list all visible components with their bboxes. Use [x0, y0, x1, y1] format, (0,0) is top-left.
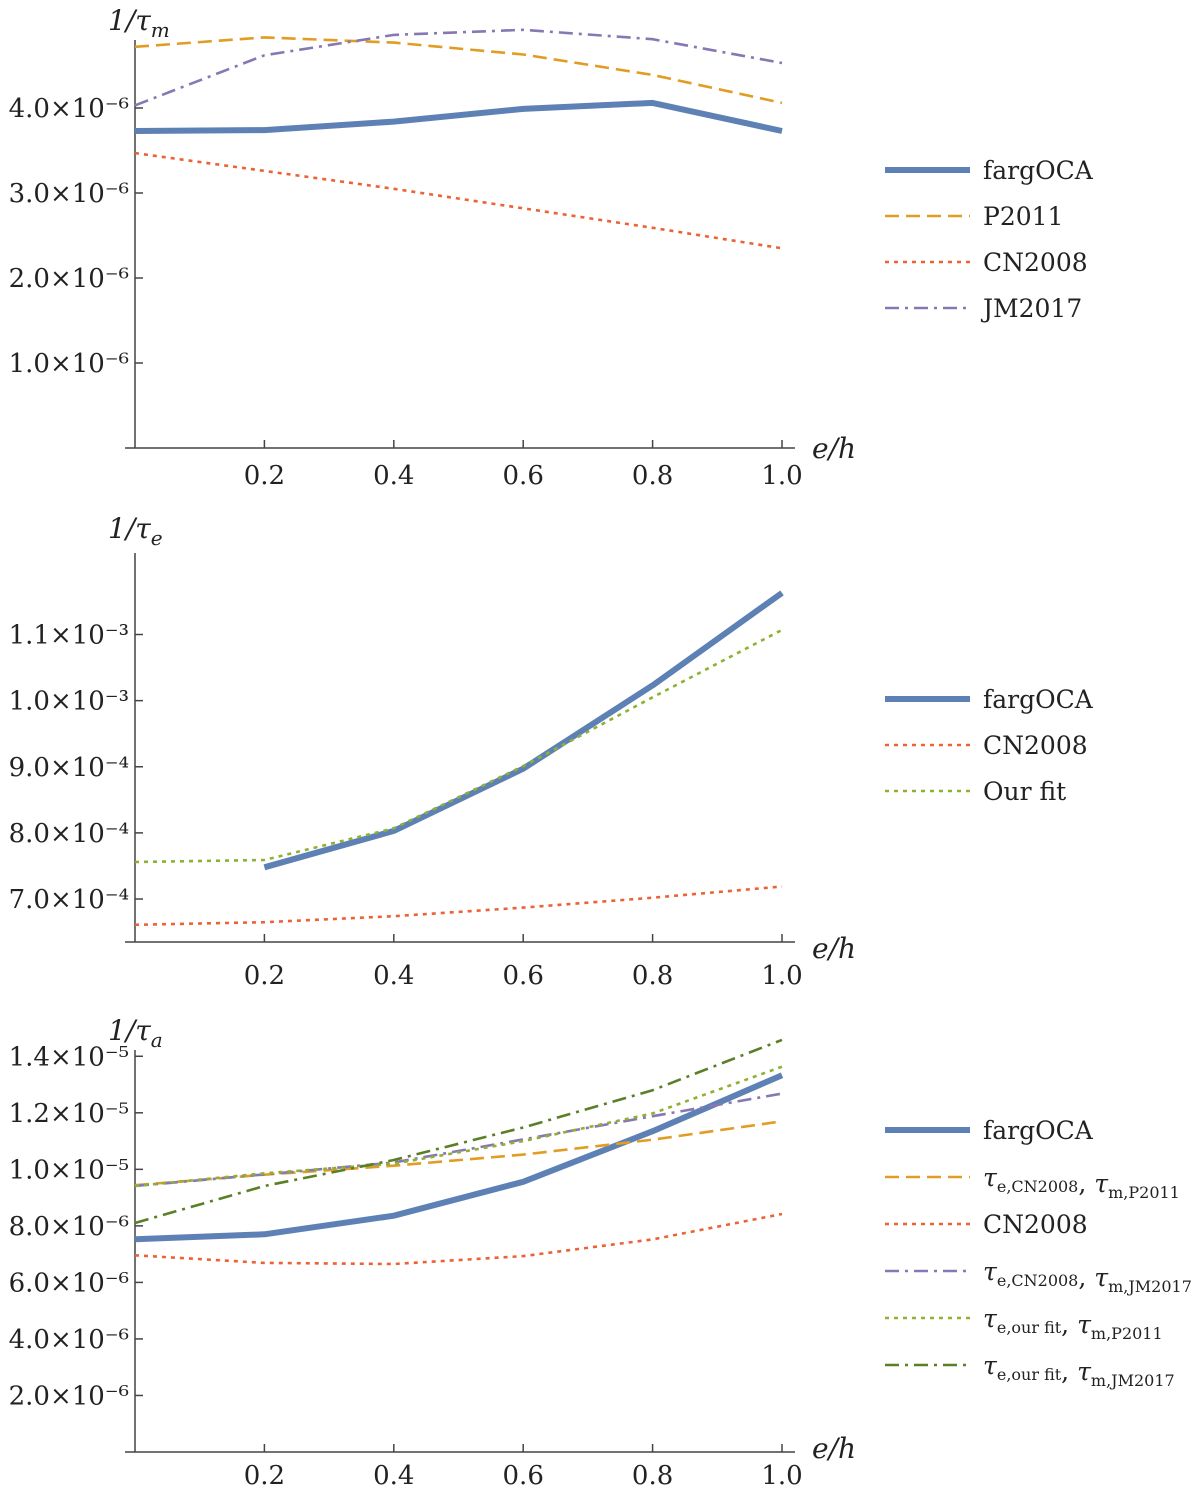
y-tick-label: 8.0×10⁻⁴: [9, 819, 129, 849]
legend-label: τe,CN2008, τm,P2011: [983, 1163, 1180, 1202]
legend-label: τe,CN2008, τm,JM2017: [983, 1257, 1192, 1296]
legend-label: CN2008: [983, 248, 1088, 277]
series-line-our-fit: [134, 628, 783, 864]
y-axis-label: 1/τm: [108, 4, 170, 42]
series-line-jm2017: [134, 28, 783, 107]
x-tick-label: 0.2: [244, 961, 285, 991]
legend-label: CN2008: [983, 1210, 1088, 1239]
x-tick-label: 0.8: [632, 1461, 673, 1491]
legend-label: P2011: [983, 202, 1063, 231]
x-tick-label: 0.6: [503, 461, 544, 491]
y-tick-label: 9.0×10⁻⁴: [9, 753, 129, 783]
y-axis-label: 1/τe: [108, 512, 163, 550]
x-axis-label: e/h: [812, 432, 856, 465]
x-tick-label: 0.4: [373, 1461, 414, 1491]
y-tick-label: 1.2×10⁻⁵: [9, 1099, 129, 1129]
panel-1: 1.0×10⁻⁶ 2.0×10⁻⁶ 3.0×10⁻⁶ 4.0×10⁻⁶ 0.2 0.4 0.…: [9, 4, 1094, 491]
x-tick-label: 0.8: [632, 961, 673, 991]
x-tick-label: 0.8: [632, 461, 673, 491]
series-line-cn2008: [134, 1212, 783, 1266]
x-tick-label: 0.2: [244, 1461, 285, 1491]
x-tick-label: 0.2: [244, 461, 285, 491]
y-tick-label: 7.0×10⁻⁴: [9, 885, 129, 915]
legend-label: τe,our fit, τm,JM2017: [983, 1351, 1175, 1390]
series-line-fargoca: [263, 590, 784, 871]
series-line--e-cn2008-m-jm2017: [134, 1092, 783, 1188]
series-line--e-our-fit-m-p2011: [134, 1065, 783, 1188]
x-tick-label: 0.4: [373, 461, 414, 491]
x-tick-label: 1.0: [761, 1461, 802, 1491]
y-tick-label: 1.0×10⁻⁶: [9, 349, 129, 379]
series-line--e-our-fit-m-jm2017: [134, 1038, 783, 1225]
series-line-p2011: [134, 36, 783, 105]
y-axis-label: 1/τa: [108, 1014, 163, 1052]
y-tick-label: 4.0×10⁻⁶: [9, 1325, 129, 1355]
x-tick-label: 1.0: [761, 461, 802, 491]
y-tick-label: 1.0×10⁻³: [9, 687, 129, 717]
y-tick-label: 1.0×10⁻⁵: [9, 1155, 129, 1185]
legend-label: fargOCA: [983, 156, 1094, 185]
legend-label: Our fit: [983, 777, 1066, 806]
x-axis-label: e/h: [812, 1432, 856, 1465]
y-tick-label: 6.0×10⁻⁶: [9, 1268, 129, 1298]
panel-2: 7.0×10⁻⁴ 8.0×10⁻⁴ 9.0×10⁻⁴ 1.0×10⁻³ 1.1×10⁻³…: [9, 512, 1094, 991]
x-tick-label: 0.6: [503, 1461, 544, 1491]
y-tick-label: 1.1×10⁻³: [9, 621, 129, 651]
y-tick-label: 8.0×10⁻⁶: [9, 1212, 129, 1242]
x-tick-label: 1.0: [761, 961, 802, 991]
legend-label: JM2017: [980, 294, 1082, 323]
x-tick-label: 0.6: [503, 961, 544, 991]
y-tick-label: 2.0×10⁻⁶: [9, 264, 129, 294]
x-axis-label: e/h: [812, 932, 856, 965]
y-tick-label: 1.4×10⁻⁵: [9, 1042, 129, 1072]
series-line-fargoca: [134, 99, 783, 134]
legend-label: fargOCA: [983, 685, 1094, 714]
x-tick-label: 0.4: [373, 961, 414, 991]
legend-label: τe,our fit, τm,P2011: [983, 1304, 1163, 1343]
legend-label: fargOCA: [983, 1116, 1094, 1145]
y-tick-label: 4.0×10⁻⁶: [9, 94, 129, 124]
series-line-fargoca: [134, 1072, 784, 1243]
series-line-cn2008: [134, 151, 783, 250]
series-line-cn2008: [134, 885, 783, 927]
panel-3: 2.0×10⁻⁶ 4.0×10⁻⁶ 6.0×10⁻⁶ 8.0×10⁻⁶ 1.0×10⁻⁵…: [9, 1014, 1192, 1491]
y-tick-label: 2.0×10⁻⁶: [9, 1381, 129, 1411]
y-tick-label: 3.0×10⁻⁶: [9, 179, 129, 209]
legend-label: CN2008: [983, 731, 1088, 760]
